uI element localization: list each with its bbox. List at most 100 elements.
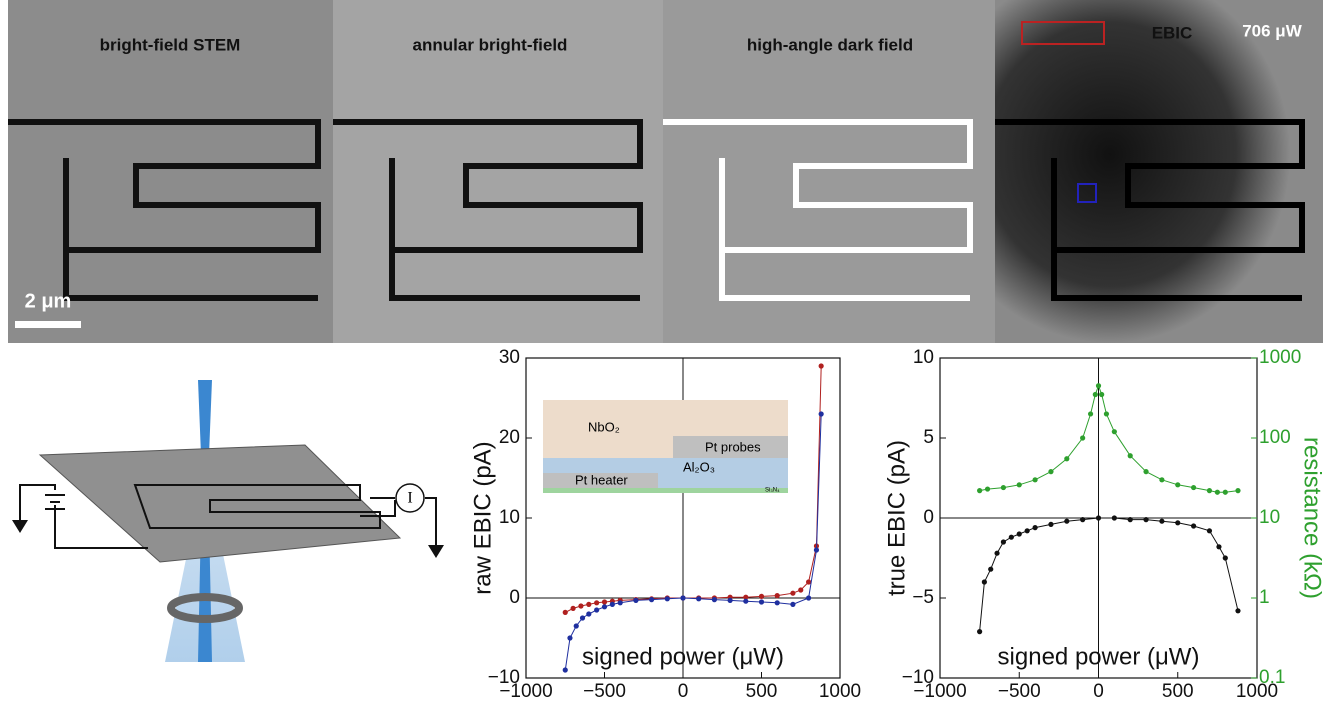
y-tick-label: 30 — [499, 347, 520, 368]
y-axis-label: true EBIC (pA) — [883, 440, 910, 596]
data-point — [774, 593, 780, 599]
y-tick-label: 0 — [509, 587, 520, 608]
data-point — [994, 550, 1000, 556]
power-label: 706 μW — [1242, 21, 1302, 40]
data-point — [1127, 453, 1133, 459]
data-point — [1143, 469, 1149, 475]
micrograph-haadf: high-angle dark field — [663, 0, 995, 343]
data-point — [1000, 484, 1007, 491]
x-tick-label: 0 — [678, 681, 689, 702]
y2-axis-label: resistance (kΩ) — [1299, 437, 1323, 599]
data-point — [1095, 515, 1102, 521]
x-tick-label: 1000 — [1236, 681, 1278, 702]
data-point — [790, 601, 796, 608]
data-point — [586, 611, 592, 617]
data-point — [1191, 484, 1197, 491]
y-tick-label: −10 — [488, 667, 520, 688]
x-tick-label: 500 — [1162, 681, 1194, 702]
data-point — [1016, 531, 1022, 537]
data-point — [1000, 539, 1007, 545]
data-point — [1235, 488, 1241, 494]
layer-inset: NbO₂ Pt probes Al₂O₃ Pt heater Si₃N₄ — [543, 400, 788, 494]
data-point — [977, 488, 983, 494]
y2-tick-label: 10 — [1259, 507, 1280, 528]
data-point — [1222, 489, 1228, 495]
data-point — [649, 597, 655, 603]
data-point — [1111, 429, 1117, 435]
x-tick-label: 0 — [1093, 681, 1104, 702]
micrograph-bf: bright-field STEM 2 μm — [8, 0, 333, 343]
y2-tick-label: 100 — [1259, 427, 1291, 448]
data-point — [664, 596, 670, 602]
data-point — [1095, 383, 1102, 389]
schematic: I — [12, 380, 444, 662]
data-point — [1032, 477, 1038, 483]
inset-label: Pt probes — [705, 439, 761, 454]
data-point — [1064, 456, 1070, 462]
y2-tick-label: 1000 — [1259, 347, 1301, 368]
data-point — [1127, 517, 1133, 523]
data-point — [601, 599, 608, 605]
y2-tick-label: 0.1 — [1259, 667, 1285, 688]
data-point — [774, 600, 780, 606]
data-point — [758, 593, 765, 600]
data-point — [594, 607, 600, 613]
x-axis-label: signed power (μW) — [998, 643, 1200, 670]
data-point — [1032, 525, 1038, 531]
x-tick-label: 500 — [746, 681, 778, 702]
data-point — [617, 600, 623, 606]
data-point — [1143, 517, 1149, 523]
data-point — [1092, 391, 1098, 398]
x-axis-label: signed power (μW) — [582, 643, 784, 670]
data-point — [1048, 521, 1054, 528]
data-point — [1080, 517, 1086, 523]
data-point — [586, 601, 592, 608]
data-point — [1206, 488, 1213, 494]
data-point — [790, 590, 796, 596]
data-point — [609, 601, 615, 608]
x-tick-label: −500 — [998, 681, 1041, 702]
inset-label: Si₃N₄ — [765, 488, 780, 494]
data-point — [1191, 523, 1197, 529]
data-point — [1024, 528, 1030, 534]
data-point — [579, 615, 586, 621]
data-point — [743, 594, 749, 600]
data-point — [813, 547, 820, 553]
data-point — [562, 667, 568, 673]
data-point — [806, 579, 812, 585]
x-tick-label: −1000 — [499, 681, 552, 702]
data-point — [1159, 518, 1165, 524]
inset-label: Al₂O₃ — [683, 459, 715, 474]
panel-label: high-angle dark field — [747, 35, 913, 54]
micrograph-abf: annular bright-field — [333, 0, 663, 343]
data-point — [1099, 391, 1105, 398]
data-point — [1214, 489, 1220, 495]
data-point — [984, 486, 991, 492]
data-point — [1222, 555, 1228, 561]
data-point — [806, 595, 812, 601]
data-point — [1048, 469, 1054, 475]
y-tick-label: 0 — [923, 507, 934, 528]
data-point — [1080, 435, 1086, 441]
inset-label: Pt heater — [575, 472, 628, 487]
data-point — [981, 579, 987, 585]
data-point — [798, 587, 804, 593]
data-point — [1175, 482, 1181, 488]
data-point — [601, 604, 608, 610]
data-point — [696, 596, 702, 602]
data-point — [1206, 528, 1213, 534]
data-point — [594, 600, 600, 606]
micrograph-ebic: EBIC 706 μW — [995, 0, 1323, 343]
y-tick-label: 10 — [913, 347, 934, 368]
data-point — [1087, 411, 1094, 417]
y2-tick-label: 1 — [1259, 587, 1270, 608]
y-tick-label: 10 — [499, 507, 520, 528]
y-tick-label: −5 — [912, 587, 934, 608]
meter-label: I — [407, 490, 412, 507]
y-tick-label: −10 — [902, 667, 934, 688]
data-point — [1008, 534, 1014, 540]
data-point — [1216, 544, 1222, 550]
data-point — [743, 598, 749, 604]
y-tick-label: 20 — [499, 427, 520, 448]
